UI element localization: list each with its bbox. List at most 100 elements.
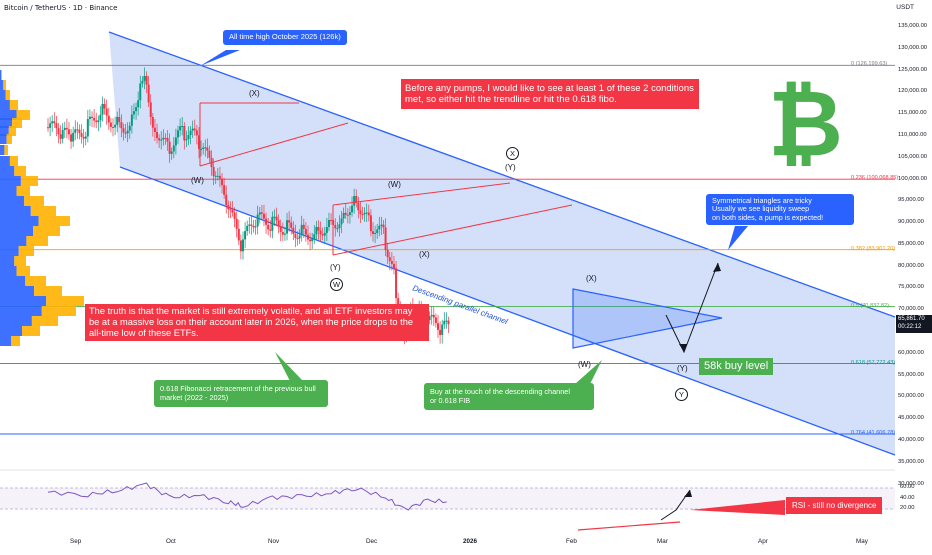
candle-body <box>116 117 119 125</box>
triangle-line <box>199 122 349 167</box>
candle-body <box>197 135 200 150</box>
fib-label-0: 0 (126,199.63) <box>851 61 888 68</box>
candle-body <box>430 314 433 317</box>
month-tick-6: Mar <box>657 538 668 545</box>
candle-body <box>59 134 62 139</box>
volume-profile-bar-sell-0 <box>1 70 2 80</box>
candle-body <box>67 129 70 135</box>
candle-body <box>177 130 179 138</box>
channel-upper-line <box>108 31 896 318</box>
candle-body <box>279 226 282 232</box>
rsi-arrowhead <box>684 490 692 497</box>
candle-body <box>250 224 253 226</box>
candle-body <box>208 150 211 158</box>
volume-profile-bar-sell-27 <box>11 336 20 346</box>
fib-label-1: 0.236 (100,068.85) <box>851 175 899 182</box>
candle-body <box>265 218 268 225</box>
month-tick-4: 2026 <box>463 538 478 545</box>
volume-profile-bar-sell-20 <box>16 266 30 276</box>
candle-body <box>212 167 215 177</box>
volume-profile-bar-buy-25 <box>0 316 32 326</box>
price-tick-4: 115,000.00 <box>898 110 927 117</box>
candle-body <box>363 212 366 215</box>
candle-body <box>82 136 85 139</box>
buy-level-label: 58k buy level <box>699 358 774 375</box>
candle-body <box>86 119 89 137</box>
candle-body <box>147 84 150 103</box>
rsi-callout-pointer <box>690 500 785 515</box>
currency-label: USDT <box>896 4 914 11</box>
candle-body <box>317 227 320 231</box>
candle-body <box>392 263 395 269</box>
candle-body <box>137 100 140 108</box>
volume-profile-bar-sell-24 <box>41 306 76 316</box>
candle-body <box>242 239 244 252</box>
volume-profile-bar-buy-19 <box>0 256 15 266</box>
candle-body <box>206 147 209 151</box>
candle-body <box>344 212 347 215</box>
candle-body <box>103 103 106 109</box>
volume-profile-bar-sell-4 <box>16 110 30 120</box>
month-tick-1: Oct <box>166 538 176 545</box>
candle-body <box>221 178 224 186</box>
candle-body <box>168 141 171 154</box>
volume-profile-bar-buy-0 <box>0 70 2 80</box>
candle-body <box>158 138 161 141</box>
symbol-header: Bitcoin / TetherUS · 1D · Binance <box>4 4 118 12</box>
price-tick-9: 90,000.00 <box>898 219 924 226</box>
candle-body <box>185 139 188 141</box>
candle-body <box>130 114 133 126</box>
price-tick-20: 35,000.00 <box>898 458 924 465</box>
candle-body <box>47 127 49 129</box>
candle-body <box>84 136 87 139</box>
candle-body <box>179 126 182 131</box>
candle-body <box>248 224 251 226</box>
candle-body <box>445 320 448 322</box>
candle-body <box>252 225 255 228</box>
volume-profile-bar-buy-1 <box>0 80 4 90</box>
candle-body <box>374 232 377 234</box>
price-tick-12: 75,000.00 <box>898 284 924 291</box>
candle-body <box>359 210 362 215</box>
wave-w-1: (W) <box>191 176 204 185</box>
wave-w-2: (W) <box>388 180 401 189</box>
month-tick-8: May <box>856 538 868 545</box>
candle-body <box>327 219 330 228</box>
candle-body <box>202 147 205 150</box>
candle-body <box>223 185 226 195</box>
rsi-line <box>47 482 447 511</box>
candle-body <box>114 124 117 128</box>
fib-label-5: 0.764 (41,606.78) <box>851 429 896 436</box>
volume-profile-bar-buy-13 <box>0 196 25 206</box>
price-tick-3: 120,000.00 <box>898 88 928 95</box>
candle-body <box>72 132 75 142</box>
candle-body <box>235 218 238 229</box>
current-price: 65,861.70 <box>898 316 925 322</box>
candle-body <box>302 224 305 229</box>
candle-body <box>53 121 56 124</box>
rsi-band <box>0 488 895 509</box>
volume-profile-bar-buy-23 <box>0 296 47 306</box>
candle-body <box>380 224 383 226</box>
candle-body <box>244 231 247 240</box>
candle-body <box>361 214 364 216</box>
candle-body <box>382 224 385 228</box>
ath-callout-pointer <box>200 50 240 66</box>
volume-profile-bar-buy-7 <box>0 134 7 144</box>
volume-profile-bar-buy-18 <box>0 246 19 256</box>
volume-profile-bar-sell-23 <box>46 296 84 306</box>
candle-body <box>189 130 192 136</box>
candle-body <box>267 224 270 230</box>
candle-body <box>156 132 159 139</box>
volume-profile-bar-buy-20 <box>0 266 17 276</box>
wave-y-circle: Y <box>675 388 688 401</box>
volume-profile-bar-buy-17 <box>0 236 27 246</box>
volume-profile-bar-sell-10 <box>14 166 26 176</box>
candle-body <box>95 120 98 123</box>
candle-body <box>437 323 439 330</box>
candle-body <box>164 137 167 139</box>
candle-body <box>214 175 217 177</box>
candle-body <box>355 196 358 203</box>
